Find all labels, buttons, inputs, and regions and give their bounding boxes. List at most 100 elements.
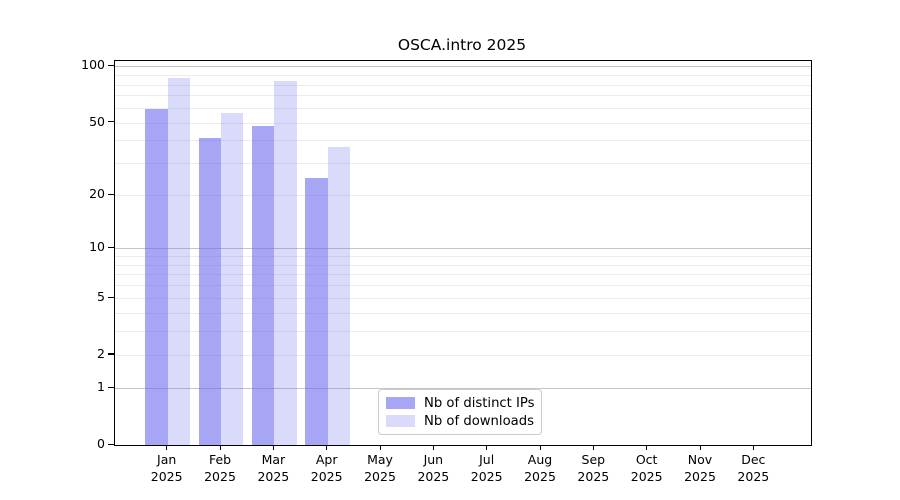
x-tick-month: Nov (687, 452, 713, 467)
gridline-minor (115, 264, 811, 266)
x-tick-label: Sep 2025 (563, 452, 623, 485)
legend-item-distinct-ips: Nb of distinct IPs (379, 396, 541, 411)
x-tick-month: May (367, 452, 393, 467)
gridline-minor (115, 163, 811, 165)
y-tick (108, 246, 114, 249)
x-tick (166, 445, 168, 451)
x-tick (539, 445, 541, 451)
x-tick (326, 445, 328, 451)
gridline-minor (115, 75, 811, 77)
x-tick (699, 445, 701, 451)
y-tick-label: 50 (89, 113, 105, 129)
x-tick-month: Oct (635, 452, 658, 467)
gridline-major (115, 388, 811, 390)
x-tick-year: 2025 (684, 468, 716, 484)
x-tick (219, 445, 221, 451)
legend-swatch-downloads (386, 415, 415, 427)
gridline-minor (115, 256, 811, 258)
bar-distinct-ips-mar (251, 125, 275, 445)
bar-downloads-mar (274, 80, 297, 445)
x-tick-month: Feb (208, 452, 232, 467)
x-tick-label: Feb 2025 (190, 452, 250, 485)
x-tick-month: Jul (479, 452, 495, 467)
x-tick-label: Jul 2025 (457, 452, 517, 485)
y-tick-label: 0 (97, 436, 105, 451)
gridline-minor (115, 331, 811, 333)
x-tick-label: Dec 2025 (723, 452, 783, 485)
legend-swatch-distinct-ips (386, 397, 415, 409)
x-tick-month: Jan (157, 452, 177, 467)
y-tick (108, 121, 114, 123)
gridline-major (115, 248, 811, 250)
gridline-minor (115, 107, 811, 109)
gridline-minor (115, 285, 811, 287)
legend-item-downloads: Nb of downloads (379, 414, 541, 429)
bar-distinct-ips-jan (145, 109, 168, 445)
y-tick-label: 1 (97, 379, 105, 395)
x-tick-month: Sep (581, 452, 606, 467)
x-tick-month: Dec (741, 452, 766, 467)
y-tick-label: 100 (81, 57, 105, 73)
x-tick-label: Apr 2025 (297, 452, 357, 485)
plot-area (114, 60, 812, 446)
y-tick (108, 296, 114, 298)
y-tick (108, 353, 114, 355)
y-tick (108, 386, 114, 388)
gridline-minor (115, 313, 811, 314)
x-tick-month: Aug (527, 452, 553, 467)
x-tick-label: Jan 2025 (137, 452, 197, 485)
gridline-minor (115, 354, 811, 356)
x-tick-year: 2025 (257, 468, 290, 484)
bar-downloads-jan (167, 77, 191, 445)
x-tick (752, 445, 755, 451)
y-tick-label: 10 (89, 239, 105, 255)
bar-distinct-ips-feb (198, 138, 222, 445)
x-tick-label: Mar 2025 (243, 452, 303, 485)
y-tick (108, 193, 114, 196)
x-tick-year: 2025 (204, 468, 236, 484)
x-tick (432, 445, 435, 451)
x-tick-year: 2025 (577, 468, 610, 484)
gridline-minor (115, 95, 811, 97)
x-tick-year: 2025 (417, 468, 450, 484)
x-tick-month: Jun (423, 452, 444, 467)
x-tick-label: Jun 2025 (403, 452, 463, 485)
x-tick-year: 2025 (737, 468, 770, 484)
gridline-minor (115, 140, 811, 142)
gridline-major (115, 66, 811, 68)
x-tick (486, 445, 488, 451)
x-tick-label: May 2025 (350, 452, 410, 485)
x-tick-label: Aug 2025 (510, 452, 570, 485)
legend-label: Nb of distinct IPs (424, 395, 535, 411)
y-tick-label: 20 (89, 186, 105, 202)
legend: Nb of distinct IPs Nb of downloads (378, 389, 542, 435)
y-tick-label: 2 (97, 345, 105, 361)
x-tick-label: Oct 2025 (617, 452, 677, 485)
x-tick-month: Apr (315, 452, 338, 467)
x-tick (592, 445, 595, 451)
bar-downloads-feb (221, 113, 244, 445)
x-tick-year: 2025 (364, 468, 396, 484)
legend-label: Nb of downloads (424, 413, 534, 429)
x-tick-month: Mar (261, 452, 286, 467)
y-tick (108, 64, 114, 67)
gridline-minor (115, 195, 811, 197)
y-tick (108, 443, 114, 445)
x-tick (272, 445, 275, 451)
gridline-minor (115, 298, 811, 300)
bar-downloads-apr (327, 146, 351, 445)
x-tick (379, 445, 381, 451)
x-tick-year: 2025 (470, 468, 503, 484)
x-tick-year: 2025 (150, 468, 183, 484)
bar-distinct-ips-apr (305, 177, 328, 445)
x-tick-year: 2025 (630, 468, 663, 484)
gridline-minor (115, 274, 811, 276)
gridline-minor (115, 84, 811, 86)
chart-title: OSCA.intro 2025 (397, 36, 527, 54)
gridline-minor (115, 122, 811, 124)
x-tick-label: Nov 2025 (670, 452, 730, 485)
x-tick-year: 2025 (524, 468, 556, 484)
x-tick-year: 2025 (310, 468, 343, 484)
y-tick-label: 5 (97, 289, 105, 305)
